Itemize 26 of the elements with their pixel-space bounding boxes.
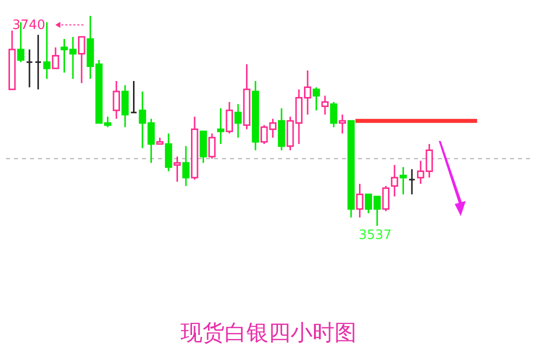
candlestick <box>390 164 398 198</box>
candlestick <box>234 103 242 138</box>
candlestick <box>164 132 172 172</box>
candlestick <box>78 36 86 84</box>
candlestick <box>338 114 346 134</box>
candlestick <box>52 46 60 70</box>
text: 3537 <box>358 228 392 243</box>
candlestick <box>43 21 50 80</box>
candlestick <box>312 86 320 112</box>
candlestick <box>208 132 216 160</box>
candlestick <box>330 101 338 128</box>
candlestick <box>26 48 34 88</box>
candlestick <box>112 80 120 120</box>
candlestick <box>226 101 234 134</box>
text: 现货白银四小时图 <box>180 321 356 346</box>
candlestick <box>321 94 329 116</box>
candlestick <box>400 166 407 196</box>
candlestick <box>408 168 416 196</box>
candlestick <box>182 145 190 187</box>
candlestick <box>382 185 390 212</box>
candlestick <box>174 156 181 183</box>
candlestick <box>217 108 224 145</box>
candlestick <box>356 183 364 218</box>
candlestick <box>130 80 138 114</box>
candlestick <box>121 84 129 128</box>
candlestick <box>34 34 42 90</box>
